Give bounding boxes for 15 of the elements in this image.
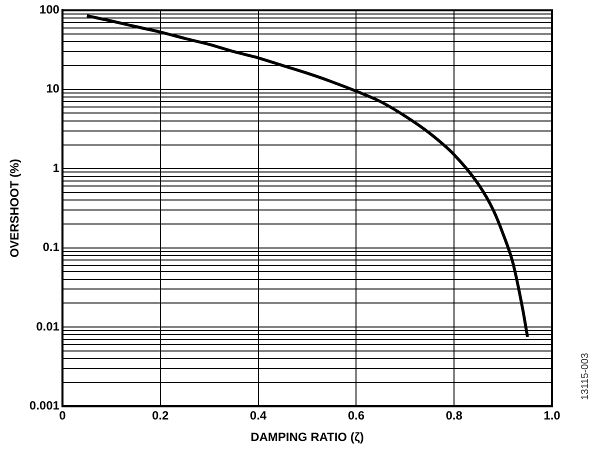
x-axis-title: DAMPING RATIO (ζ) (250, 430, 364, 444)
y-tick-label: 0.1 (42, 240, 60, 254)
y-tick-label: 10 (46, 82, 60, 96)
y-axis-title: OVERSHOOT (%) (8, 158, 22, 258)
x-tick-label: 0.6 (348, 408, 365, 423)
x-tick-label: 1.0 (544, 408, 561, 423)
y-tick-label: 100 (39, 2, 60, 17)
y-tick-label: 1 (52, 160, 60, 175)
x-tick-label: 0.8 (446, 408, 463, 423)
x-tick-label: 0 (59, 408, 66, 423)
x-tick-label: 0.2 (152, 408, 170, 423)
y-tick-label: 0.01 (36, 319, 60, 334)
y-tick-label: 0.001 (29, 398, 60, 413)
text: 13115-003 (580, 352, 591, 400)
x-tick-label: 0.4 (250, 408, 267, 423)
